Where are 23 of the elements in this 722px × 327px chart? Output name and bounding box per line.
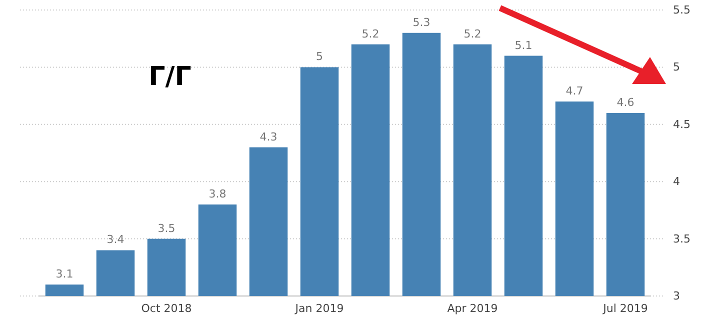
data-label: 3.4 (106, 233, 124, 246)
data-label: 4.3 (260, 130, 278, 144)
x-tick-label: Jan 2019 (294, 302, 344, 315)
y-tick-label: 4.5 (673, 118, 690, 131)
data-label: 3.8 (208, 187, 226, 200)
x-tick-label: Oct 2018 (141, 302, 192, 315)
data-label: 5.2 (362, 27, 380, 40)
y-tick-label: 3.5 (673, 232, 690, 246)
data-label: 4.7 (566, 84, 584, 98)
data-label: 5 (316, 50, 323, 64)
data-label: 4.6 (616, 96, 634, 109)
y-tick-label: 4 (673, 175, 680, 188)
x-tick-label: Apr 2019 (447, 302, 498, 315)
data-label: 5.1 (514, 38, 532, 52)
data-label: 3.1 (56, 268, 74, 281)
data-label: 5.3 (412, 16, 430, 29)
x-tick-label: Jul 2019 (602, 302, 648, 315)
data-label: 3.5 (158, 222, 176, 235)
data-label: 5.2 (464, 27, 482, 40)
y-tick-label: 5.5 (673, 4, 690, 17)
annotation: Г/Г (148, 62, 192, 92)
y-tick-label: 5 (673, 60, 680, 74)
y-tick-label: 3 (673, 290, 680, 303)
